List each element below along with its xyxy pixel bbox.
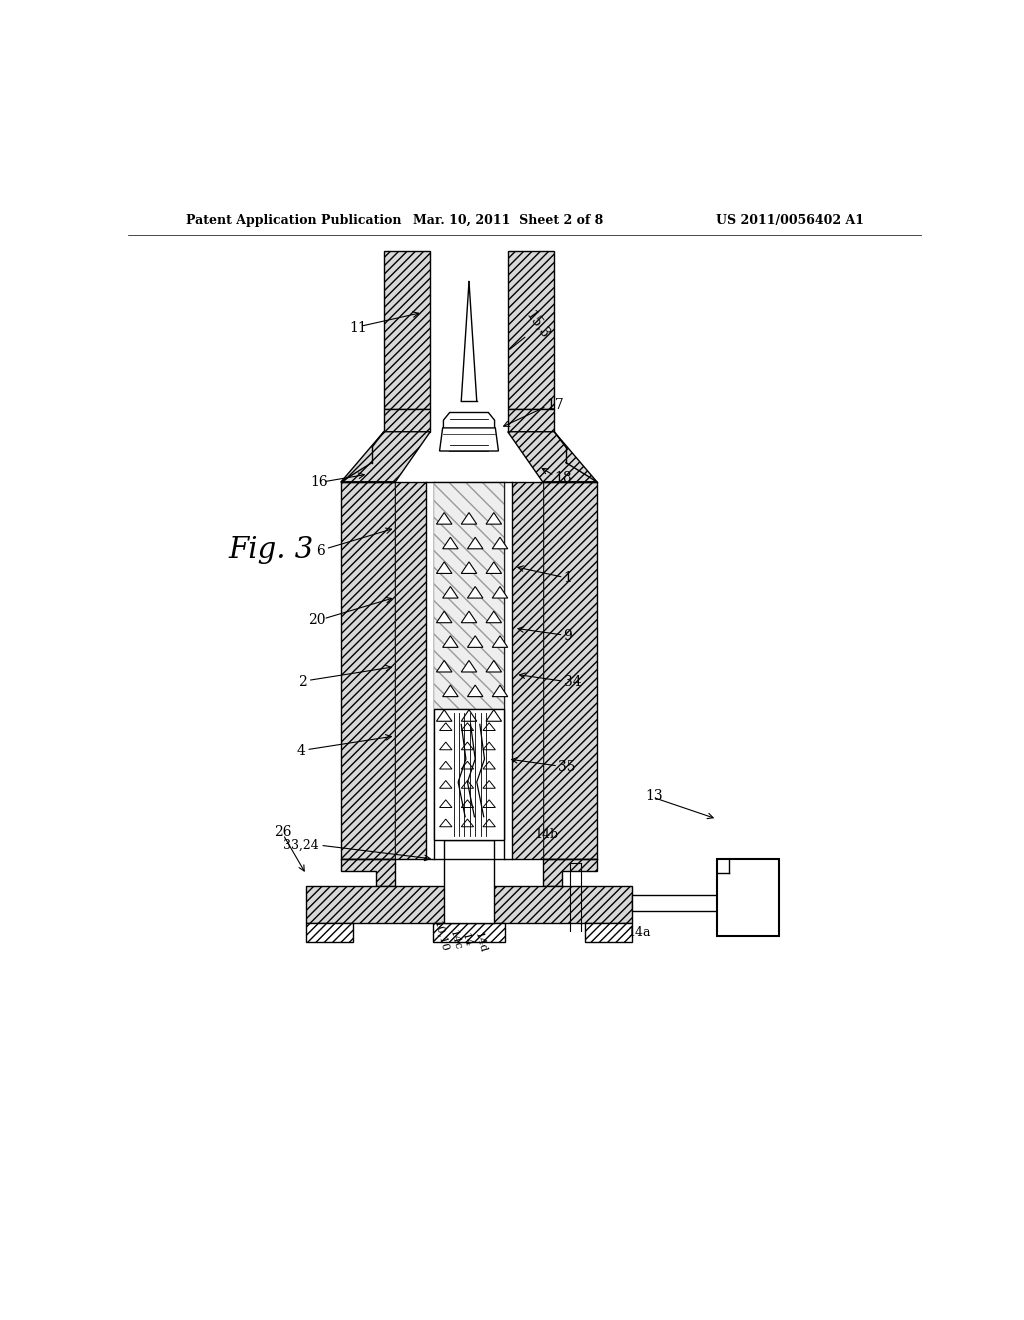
- Text: 33,24: 33,24: [283, 838, 318, 851]
- Polygon shape: [508, 251, 554, 409]
- Polygon shape: [442, 586, 458, 598]
- Polygon shape: [467, 537, 483, 549]
- Polygon shape: [486, 710, 502, 721]
- Text: 14c: 14c: [449, 929, 463, 952]
- Polygon shape: [341, 859, 395, 886]
- Polygon shape: [306, 886, 632, 923]
- Polygon shape: [508, 432, 597, 482]
- Text: Fig. 3: Fig. 3: [228, 536, 314, 564]
- Polygon shape: [461, 611, 477, 623]
- Polygon shape: [384, 251, 430, 409]
- Polygon shape: [442, 685, 458, 697]
- Text: 10,10: 10,10: [432, 919, 451, 953]
- Polygon shape: [543, 859, 597, 886]
- Bar: [632, 895, 717, 911]
- Polygon shape: [395, 482, 426, 859]
- Bar: [444, 840, 494, 923]
- Polygon shape: [512, 482, 543, 859]
- Text: 2: 2: [299, 675, 307, 689]
- Polygon shape: [483, 762, 496, 770]
- Bar: [306, 923, 352, 942]
- Polygon shape: [486, 611, 502, 623]
- Text: 1: 1: [563, 572, 572, 585]
- Polygon shape: [461, 818, 474, 826]
- Polygon shape: [486, 562, 502, 573]
- Polygon shape: [483, 780, 496, 788]
- Text: 14: 14: [460, 932, 473, 948]
- Text: Patent Application Publication: Patent Application Publication: [186, 214, 401, 227]
- Polygon shape: [543, 482, 597, 859]
- Polygon shape: [442, 537, 458, 549]
- Text: 13: 13: [646, 789, 664, 803]
- Bar: [434, 709, 504, 840]
- Polygon shape: [493, 636, 508, 647]
- Polygon shape: [467, 685, 483, 697]
- Text: 11: 11: [349, 321, 367, 335]
- Polygon shape: [508, 409, 554, 432]
- Polygon shape: [483, 742, 496, 750]
- Polygon shape: [341, 432, 430, 482]
- Text: 35: 35: [558, 760, 575, 774]
- Polygon shape: [483, 723, 496, 730]
- Polygon shape: [486, 512, 502, 524]
- Polygon shape: [434, 482, 504, 709]
- Polygon shape: [461, 562, 477, 573]
- Bar: [586, 923, 632, 942]
- Polygon shape: [384, 409, 430, 432]
- Polygon shape: [493, 586, 508, 598]
- Text: 17: 17: [547, 397, 564, 412]
- Text: 15,3: 15,3: [523, 308, 552, 341]
- Polygon shape: [439, 818, 452, 826]
- Text: 14a: 14a: [628, 925, 651, 939]
- Polygon shape: [486, 660, 502, 672]
- Polygon shape: [436, 512, 452, 524]
- Polygon shape: [461, 800, 474, 808]
- Polygon shape: [341, 482, 395, 859]
- Polygon shape: [436, 710, 452, 721]
- Polygon shape: [439, 428, 499, 451]
- Bar: [717, 859, 779, 936]
- Polygon shape: [493, 685, 508, 697]
- Text: 16: 16: [310, 475, 328, 488]
- Polygon shape: [436, 611, 452, 623]
- Text: 14d: 14d: [473, 931, 488, 954]
- Polygon shape: [483, 800, 496, 808]
- Polygon shape: [436, 660, 452, 672]
- Polygon shape: [439, 762, 452, 770]
- Text: 14b: 14b: [535, 828, 559, 841]
- Polygon shape: [461, 742, 474, 750]
- Polygon shape: [467, 586, 483, 598]
- Polygon shape: [439, 780, 452, 788]
- Bar: [432, 923, 506, 942]
- Polygon shape: [461, 512, 477, 524]
- Polygon shape: [461, 723, 474, 730]
- Polygon shape: [442, 636, 458, 647]
- Polygon shape: [483, 818, 496, 826]
- Polygon shape: [439, 723, 452, 730]
- Polygon shape: [443, 412, 495, 451]
- Polygon shape: [461, 762, 474, 770]
- Polygon shape: [461, 710, 477, 721]
- Polygon shape: [461, 780, 474, 788]
- Text: Mar. 10, 2011  Sheet 2 of 8: Mar. 10, 2011 Sheet 2 of 8: [413, 214, 603, 227]
- Text: 20: 20: [308, 614, 326, 627]
- Text: 6: 6: [316, 544, 325, 558]
- Text: 4: 4: [297, 744, 306, 758]
- Polygon shape: [436, 562, 452, 573]
- Text: 18: 18: [554, 471, 571, 484]
- Polygon shape: [461, 660, 477, 672]
- Polygon shape: [493, 537, 508, 549]
- Polygon shape: [439, 742, 452, 750]
- Text: US 2011/0056402 A1: US 2011/0056402 A1: [716, 214, 864, 227]
- Text: 26: 26: [273, 825, 291, 840]
- Polygon shape: [467, 636, 483, 647]
- Polygon shape: [439, 800, 452, 808]
- Text: 9: 9: [563, 628, 572, 643]
- Text: 34: 34: [563, 675, 582, 689]
